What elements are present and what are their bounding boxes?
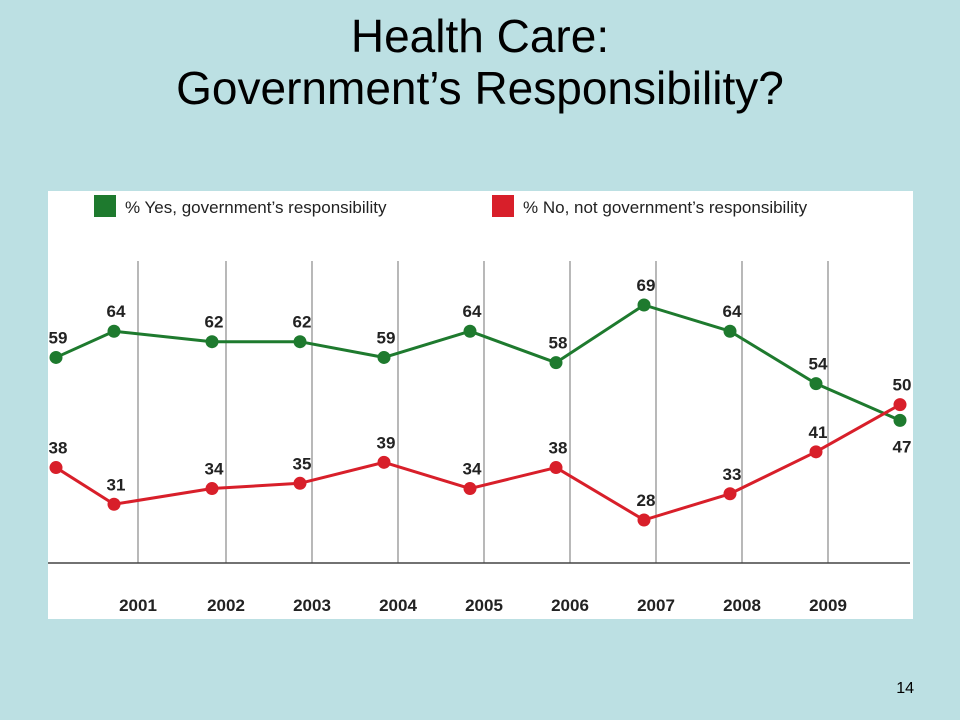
data-point xyxy=(107,324,121,338)
data-label: 39 xyxy=(377,433,396,452)
x-tick-label: 2004 xyxy=(379,596,417,615)
data-label: 54 xyxy=(809,355,828,374)
data-point xyxy=(377,350,391,364)
data-point xyxy=(637,513,651,527)
legend-swatch xyxy=(94,195,116,217)
data-point xyxy=(893,413,907,427)
x-tick-label: 2003 xyxy=(293,596,331,615)
data-point xyxy=(809,445,823,459)
data-label: 62 xyxy=(205,313,224,332)
data-label: 59 xyxy=(49,328,68,347)
data-label: 34 xyxy=(205,460,224,479)
data-label: 33 xyxy=(723,465,742,484)
data-point xyxy=(893,398,907,412)
data-point xyxy=(549,356,563,370)
chart-panel: 2001 2002 2003 2004 2005 2006 2007 2008 2009 % Ye… xyxy=(48,191,913,619)
legend-label: % No, not government’s responsibility xyxy=(523,198,808,217)
x-tick-label: 2007 xyxy=(637,596,675,615)
x-tick-label: 2001 xyxy=(119,596,157,615)
x-tick-label: 2008 xyxy=(723,596,761,615)
slide-title-line-2: Government’s Responsibility? xyxy=(176,62,784,114)
data-label: 41 xyxy=(809,423,828,442)
data-point xyxy=(49,461,63,475)
slide-title: Health Care: Government’s Responsibility… xyxy=(0,10,960,114)
data-label: 64 xyxy=(107,302,126,321)
data-point xyxy=(49,350,63,364)
line-chart: 2001 2002 2003 2004 2005 2006 2007 2008 2009 % Ye… xyxy=(48,195,912,615)
data-point xyxy=(293,335,307,349)
data-label: 28 xyxy=(637,491,656,510)
data-point xyxy=(463,482,477,496)
data-label: 38 xyxy=(49,439,68,458)
data-point xyxy=(549,461,563,475)
data-label: 50 xyxy=(893,376,912,395)
data-point xyxy=(377,455,391,469)
data-label: 59 xyxy=(377,328,396,347)
data-point xyxy=(463,324,477,338)
series-line xyxy=(55,303,901,422)
data-point xyxy=(293,476,307,490)
data-label: 58 xyxy=(549,334,568,353)
data-label: 69 xyxy=(637,276,656,295)
data-label: 38 xyxy=(549,439,568,458)
data-label: 35 xyxy=(293,454,312,473)
x-tick-label: 2009 xyxy=(809,596,847,615)
legend-label: % Yes, government’s responsibility xyxy=(125,198,387,217)
x-tick-label: 2006 xyxy=(551,596,589,615)
data-label: 47 xyxy=(893,437,912,456)
data-point xyxy=(809,377,823,391)
data-label: 64 xyxy=(723,302,742,321)
data-point xyxy=(205,482,219,496)
legend-swatch xyxy=(492,195,514,217)
data-label: 34 xyxy=(463,460,482,479)
x-tick-label: 2002 xyxy=(207,596,245,615)
data-point xyxy=(723,324,737,338)
data-label: 31 xyxy=(107,475,126,494)
data-point xyxy=(637,298,651,312)
data-point xyxy=(107,497,121,511)
data-point xyxy=(723,487,737,501)
data-label: 62 xyxy=(293,313,312,332)
x-tick-label: 2005 xyxy=(465,596,503,615)
data-label: 64 xyxy=(463,302,482,321)
page-number: 14 xyxy=(896,680,914,697)
data-point xyxy=(205,335,219,349)
slide-title-line-1: Health Care: xyxy=(350,10,610,62)
